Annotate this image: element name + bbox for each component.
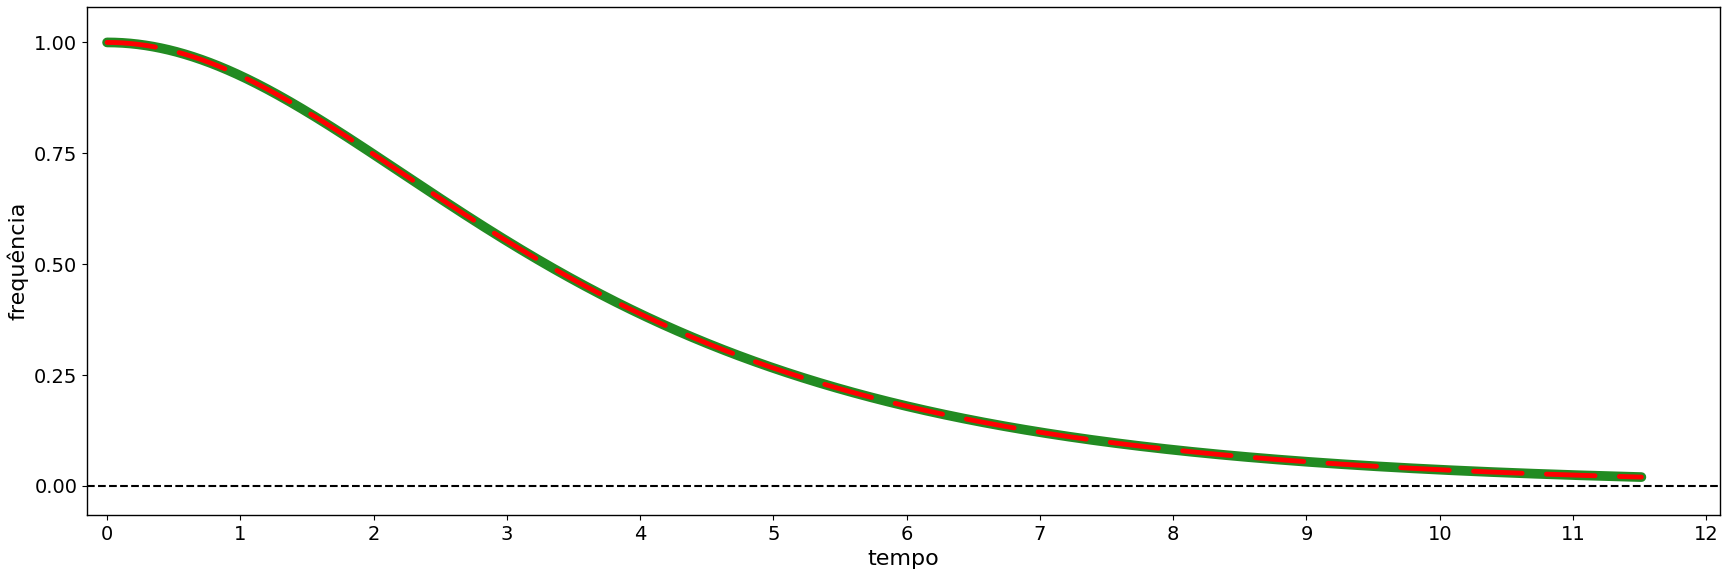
frequência do momento bbox=[1586, 472, 1607, 479]
X-axis label: tempo: tempo bbox=[867, 549, 940, 569]
Y-axis label: frequência: frequência bbox=[7, 202, 28, 320]
frequência da coordenada bbox=[175, 51, 195, 58]
frequência da coordenada bbox=[97, 39, 118, 46]
frequência da coordenada bbox=[843, 389, 864, 396]
frequência da coordenada bbox=[1586, 472, 1607, 479]
frequência do momento bbox=[97, 39, 118, 46]
frequência do momento bbox=[1631, 473, 1652, 480]
frequência do momento bbox=[175, 51, 195, 58]
frequência da coordenada bbox=[802, 377, 823, 384]
frequência da coordenada bbox=[1586, 472, 1607, 479]
Line: frequência do momento: frequência do momento bbox=[107, 43, 1642, 477]
frequência do momento bbox=[1586, 472, 1607, 479]
frequência do momento bbox=[1305, 459, 1325, 466]
frequência da coordenada bbox=[1631, 473, 1652, 480]
Line: frequência da coordenada: frequência da coordenada bbox=[107, 43, 1642, 477]
frequência da coordenada bbox=[1305, 459, 1325, 466]
frequência do momento bbox=[843, 389, 864, 396]
frequência do momento bbox=[802, 377, 823, 384]
